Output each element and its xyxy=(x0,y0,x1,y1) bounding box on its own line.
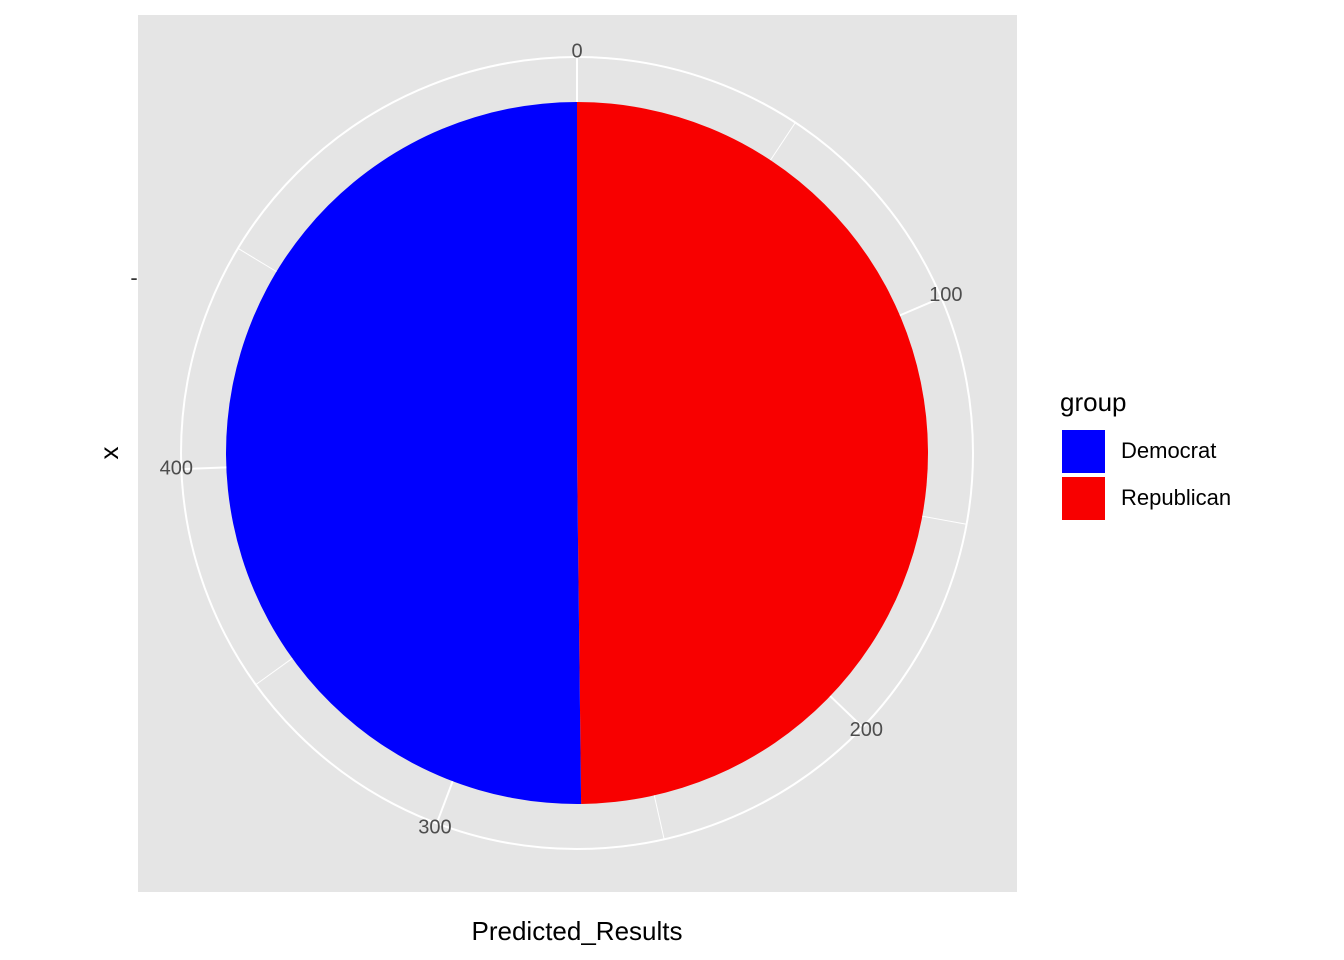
theta-major-gridline xyxy=(181,466,227,471)
y-axis-title: x xyxy=(94,447,124,460)
theta-ticks: 0 100 200 300 400 xyxy=(160,40,967,840)
theta-minor-gridline xyxy=(770,122,796,161)
legend-key-democrat xyxy=(1060,428,1107,475)
theta-tick-label: 300 xyxy=(418,816,451,838)
legend-key-republican xyxy=(1060,475,1107,522)
theta-tick-label: 400 xyxy=(160,458,193,480)
slices-layer xyxy=(226,102,929,804)
theta-major-gridline xyxy=(435,780,454,824)
theta-tick-label: 100 xyxy=(929,284,962,306)
theta-minor-gridline xyxy=(237,247,277,273)
theta-minor-gridline xyxy=(255,657,293,686)
theta-minor-gridline xyxy=(653,795,665,840)
theta-major-gridline xyxy=(829,695,864,728)
legend-title: group xyxy=(1060,387,1127,417)
legend-label-republican: Republican xyxy=(1121,485,1231,510)
pie-slice-republican xyxy=(577,102,929,804)
legend: group Democrat Republican xyxy=(1060,387,1231,522)
x-axis-title: Predicted_Results xyxy=(472,916,683,946)
theta-minor-gridline xyxy=(922,515,967,525)
y-tick-label: - xyxy=(130,265,137,290)
theta-major-gridline xyxy=(899,296,942,317)
theta-tick-label: 200 xyxy=(850,719,883,741)
pie-slice-democrat xyxy=(226,102,582,804)
theta-tick-label: 0 xyxy=(571,40,582,62)
legend-label-democrat: Democrat xyxy=(1121,438,1216,463)
